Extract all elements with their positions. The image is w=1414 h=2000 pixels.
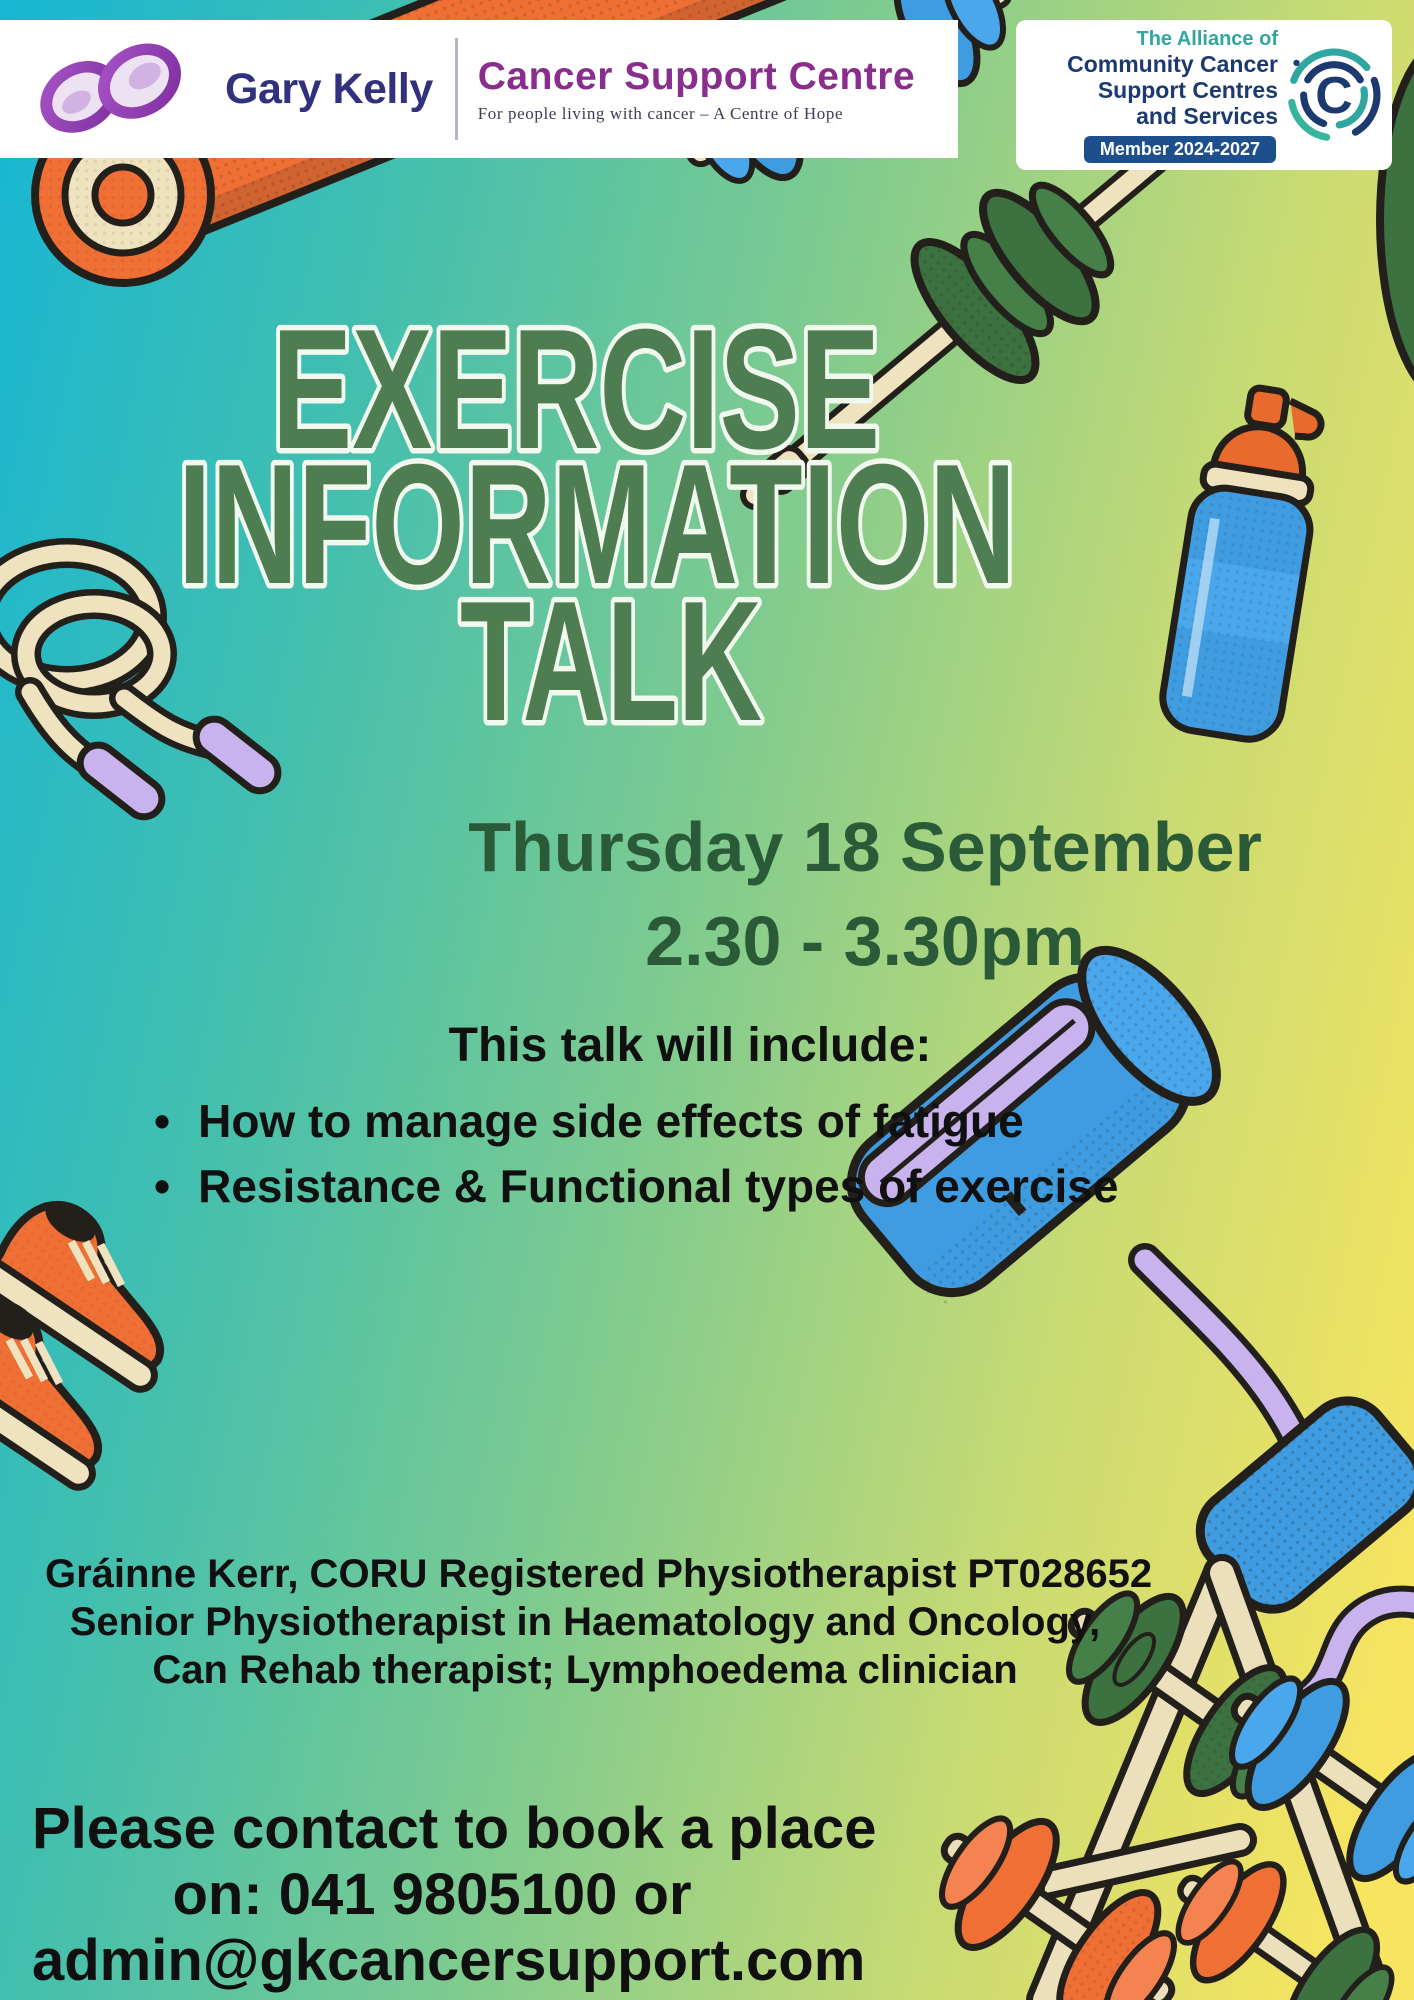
alliance-text-block: The Alliance of Community Cancer Support… — [1030, 27, 1278, 163]
contact-email: admin@gkcancersupport.com — [32, 1928, 866, 1993]
brand-tagline: For people living with cancer – A Centre… — [477, 103, 844, 123]
talk-bullet-item: How to manage side effects of fatigue — [154, 1089, 1240, 1154]
alliance-c-logo-icon: C — [1288, 48, 1381, 141]
booking-contact: Please contact to book a place on: 041 9… — [32, 1796, 877, 1994]
talk-bullet-item: Resistance & Functional types of exercis… — [154, 1154, 1240, 1219]
brand-name: Gary Kelly — [225, 64, 433, 113]
alliance-line-1: The Alliance of — [1136, 28, 1278, 50]
schedule-block: Thursday 18 September 2.30 - 3.30pm — [465, 800, 1265, 988]
brand-header: Gary Kelly Cancer Support Centre For peo… — [0, 20, 958, 158]
title-line-3: TALK — [460, 566, 762, 757]
brand-division: Cancer Support Centre — [477, 54, 916, 98]
brand-divider — [454, 38, 458, 140]
presenter-line-1: Gráinne Kerr, CORU Registered Physiother… — [45, 1552, 1153, 1596]
alliance-line-3: Support Centres — [1097, 77, 1278, 103]
contact-line-2: on: 041 9805100 or — [172, 1862, 692, 1927]
talk-contents: This talk will include: How to manage si… — [140, 1018, 1240, 1219]
poster-title: EXERCISE INFORMATION TALK — [173, 289, 1022, 763]
butterfly-logo-icon — [40, 43, 181, 133]
alliance-badge: The Alliance of Community Cancer Support… — [1016, 20, 1392, 170]
brand-right-column: Cancer Support Centre For people living … — [478, 55, 915, 124]
member-badge: Member 2024-2027 — [1083, 136, 1276, 163]
alliance-c-letter: C — [1315, 66, 1352, 124]
event-time: 2.30 - 3.30pm — [645, 902, 1085, 980]
contact-line-1: Please contact to book a place — [32, 1796, 877, 1861]
alliance-line-2: Community Cancer — [1067, 51, 1278, 77]
resistance-band-illustration — [1282, 1585, 1414, 1719]
talk-bullet-list: How to manage side effects of fatigue Re… — [140, 1089, 1240, 1219]
talk-bullet-text: Resistance & Functional types of exercis… — [198, 1160, 1119, 1212]
alliance-line-4: and Services — [1136, 103, 1278, 129]
presenter-line-2: Senior Physiotherapist in Haematology an… — [69, 1600, 1101, 1644]
presenter-line-3: Can Rehab therapist; Lymphoedema clinici… — [152, 1648, 1018, 1692]
presenter-credentials: Gráinne Kerr, CORU Registered Physiother… — [45, 1550, 1153, 1694]
talk-bullet-text: How to manage side effects of fatigue — [198, 1095, 1024, 1147]
talk-heading: This talk will include: — [448, 1019, 932, 1072]
water-bottle-illustration — [1159, 384, 1325, 743]
event-date: Thursday 18 September — [468, 808, 1262, 886]
